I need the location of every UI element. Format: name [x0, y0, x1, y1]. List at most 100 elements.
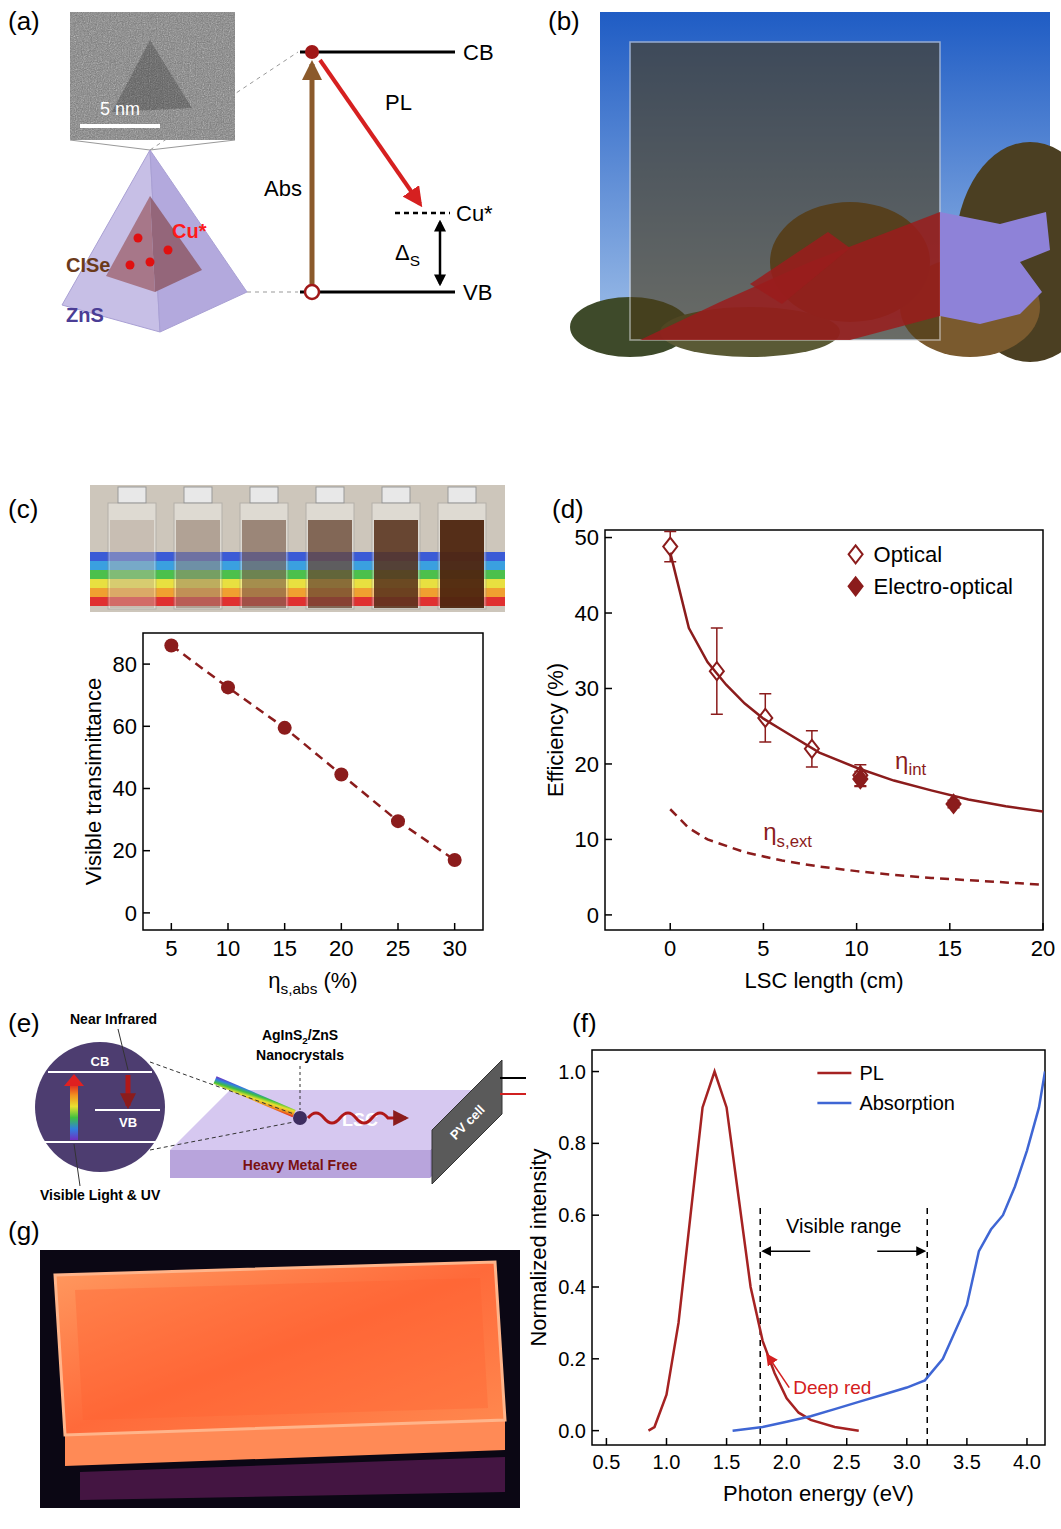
legend-symbol	[817, 1072, 851, 1075]
scale-bar	[80, 124, 160, 128]
y-tick-label: 0.8	[558, 1132, 586, 1154]
leader-line	[300, 1066, 301, 1110]
annotation: ηint	[895, 747, 926, 780]
guide-line	[247, 292, 298, 293]
x-tick	[1026, 1438, 1028, 1445]
y-axis-title: Normalized intensity	[526, 1148, 551, 1346]
x-tick-label: 5	[757, 936, 769, 961]
legend-symbol	[817, 1102, 851, 1105]
cb-level	[48, 1071, 152, 1073]
tem-noise	[70, 12, 235, 140]
x-tick-label: 5	[165, 936, 177, 961]
band-circle	[35, 1042, 165, 1172]
panel-label: (f)	[572, 1008, 597, 1038]
hole	[305, 285, 319, 299]
y-tick-label: 40	[113, 776, 137, 801]
vial	[174, 503, 222, 609]
x-tick-label: 3.5	[953, 1451, 981, 1473]
zoom-line	[150, 1122, 294, 1150]
vial	[240, 503, 288, 609]
lsc-window	[630, 42, 940, 340]
slab-inner	[75, 1278, 488, 1420]
particle-label: Nanocrystals	[256, 1047, 344, 1063]
dopant-label: Cu*	[172, 220, 207, 242]
x-tick	[397, 923, 399, 930]
chart: 51015202530020406080ηs,abs (%)Visible tr…	[81, 633, 483, 997]
y-tick-label: 0.2	[558, 1348, 586, 1370]
y-tick-label: 0.6	[558, 1204, 586, 1226]
x-tick	[171, 923, 173, 930]
y-tick	[605, 612, 612, 614]
annotation-arrow	[767, 1355, 789, 1387]
x-axis-title: ηs,abs (%)	[268, 968, 357, 997]
y-tick	[143, 726, 150, 728]
x-tick	[786, 1438, 788, 1445]
absorption-arrow	[70, 1084, 78, 1140]
y-tick	[592, 1358, 599, 1360]
legend-label: Absorption	[859, 1092, 955, 1114]
panel-label: (a)	[8, 6, 40, 36]
data-point	[853, 770, 867, 788]
y-tick-label: 20	[113, 838, 137, 863]
feature-label: Heavy Metal Free	[243, 1157, 358, 1173]
leader-line	[74, 1144, 80, 1186]
range-arrow	[877, 1250, 924, 1252]
vial-cap	[250, 487, 278, 503]
vb-level	[300, 291, 455, 294]
photo-ground	[90, 485, 505, 612]
y-tick-label: 1.0	[558, 1061, 586, 1083]
x-tick	[666, 1438, 668, 1445]
marks	[648, 1072, 1045, 1445]
y-tick-label: 0.4	[558, 1276, 586, 1298]
stokes-arrow	[439, 222, 442, 284]
panel-label: (c)	[8, 494, 38, 524]
y-tick	[143, 788, 150, 790]
emission-label: PL	[385, 90, 412, 115]
y-tick	[605, 537, 612, 539]
dopant-dot	[164, 246, 173, 255]
electron	[305, 45, 319, 59]
x-tick	[227, 923, 229, 930]
vial-cap	[184, 487, 212, 503]
legend: PL Absorption	[817, 1062, 955, 1114]
cb-level	[300, 51, 455, 54]
diagram-e: PV cellLSCHeavy Metal FreeAgInS2/ZnSNano…	[35, 1011, 526, 1203]
x-tick-label: 3.0	[893, 1451, 921, 1473]
guide-line	[150, 52, 298, 150]
x-axis-title: Photon energy (eV)	[723, 1481, 914, 1506]
legend-label: PL	[859, 1062, 883, 1084]
core-face	[150, 196, 202, 292]
x-tick	[726, 1438, 728, 1445]
lower-level	[44, 1141, 156, 1143]
panel-label: (d)	[552, 494, 584, 524]
y-tick-label: 40	[575, 601, 599, 626]
data-point	[448, 853, 462, 867]
y-tick	[592, 1071, 599, 1073]
vial-liquid	[242, 520, 286, 608]
y-tick	[143, 663, 150, 665]
hand-through-window	[640, 212, 940, 340]
x-tick-label: 1.5	[713, 1451, 741, 1473]
text-part: η	[763, 818, 776, 845]
text-part: η	[268, 968, 280, 993]
y-tick-label: 20	[575, 752, 599, 777]
legend-label: Electro-optical	[874, 574, 1013, 599]
range-arrow	[763, 1250, 810, 1252]
text-part: AgInS	[262, 1027, 302, 1043]
y-tick-label: 30	[575, 676, 599, 701]
nanocrystal	[293, 1111, 307, 1125]
panel-label: (g)	[8, 1216, 40, 1246]
data-point	[334, 768, 348, 782]
y-tick	[605, 688, 612, 690]
series-line	[670, 553, 1043, 812]
y-tick-label: 0.0	[558, 1420, 586, 1442]
photo-g	[40, 1250, 520, 1508]
marks	[663, 532, 1043, 885]
panel-label: (e)	[8, 1008, 40, 1038]
pv-cell	[432, 1060, 502, 1184]
x-tick-label: 0	[664, 936, 676, 961]
series-line	[670, 809, 1043, 884]
y-tick	[605, 763, 612, 765]
x-tick	[856, 923, 858, 930]
particle-label: AgInS2/ZnS	[262, 1027, 338, 1046]
